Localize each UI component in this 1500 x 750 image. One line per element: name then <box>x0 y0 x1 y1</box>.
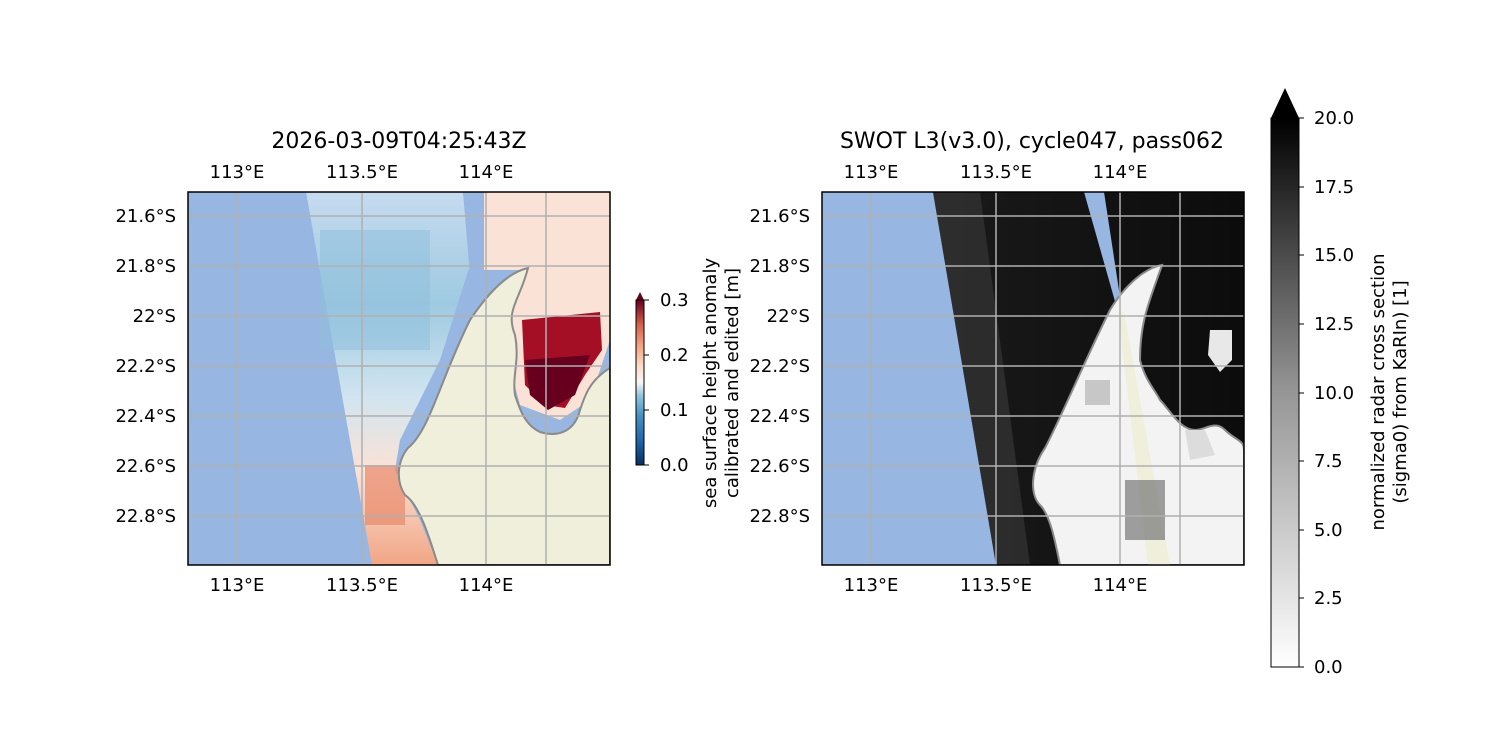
right-lat-tick: 21.8°S <box>749 256 810 277</box>
left-lon-tick-top: 114°E <box>459 162 514 183</box>
left-gridlines <box>188 192 610 565</box>
right-colorbar-tick-label: 5.0 <box>1314 520 1343 541</box>
left-lat-tick: 21.6°S <box>115 206 176 227</box>
left-lon-tick-top: 113.5°E <box>326 162 398 183</box>
right-lon-tick-bottom: 113°E <box>844 575 899 596</box>
right-lon-tick-top: 113°E <box>844 162 899 183</box>
right-colorbar-tick-label: 0.0 <box>1314 657 1343 678</box>
left-swath-gap <box>463 192 484 275</box>
right-colorbar-extend-arrow <box>1271 88 1299 118</box>
left-lon-tick-bottom: 114°E <box>459 575 514 596</box>
right-lon-tick-top: 113.5°E <box>960 162 1032 183</box>
right-swath-gap <box>1084 192 1122 312</box>
left-lat-tick: 22.6°S <box>115 456 176 477</box>
right-lat-tick: 22°S <box>767 306 810 327</box>
right-panel-title: SWOT L3(v3.0), cycle047, pass062 <box>840 129 1224 154</box>
left-colorbar-label-line1: sea surface height anomaly <box>700 258 721 509</box>
left-lat-tick: 21.8°S <box>115 256 176 277</box>
left-colorbar-tick-label: 0.2 <box>660 345 689 366</box>
left-lon-tick-bottom: 113°E <box>210 575 265 596</box>
right-land-dark-patch <box>1125 480 1165 540</box>
right-land-dark-patch <box>1085 380 1110 405</box>
left-lon-tick-top: 113°E <box>210 162 265 183</box>
left-colorbar-ticks <box>644 299 649 466</box>
right-colorbar-tick-label: 20.0 <box>1314 108 1354 129</box>
right-colorbar-label-line1: normalized radar cross section <box>1368 254 1389 531</box>
right-lat-tick: 22.2°S <box>749 356 810 377</box>
left-map-frame <box>187 191 611 566</box>
right-colorbar-tick-label: 10.0 <box>1314 383 1354 404</box>
left-colorbar-tick-label: 0.1 <box>660 400 689 421</box>
right-sigma-swath-lighter <box>933 192 1030 565</box>
left-lat-tick: 22.2°S <box>115 356 176 377</box>
left-map: 2026-03-09T04:25:43Z <box>115 129 611 596</box>
right-colorbar: 0.0 2.5 5.0 7.5 10.0 12.5 15.0 17.5 20.0… <box>1270 88 1411 678</box>
right-colorbar-tick-label: 12.5 <box>1314 314 1354 335</box>
left-ssh-blue-patch <box>320 230 430 350</box>
left-colorbar-extend-arrow <box>636 292 644 300</box>
right-lon-tick-top: 114°E <box>1093 162 1148 183</box>
left-lat-tick: 22°S <box>133 306 176 327</box>
left-colorbar-tick-label: 0.3 <box>660 290 689 311</box>
right-lat-tick: 21.6°S <box>749 206 810 227</box>
left-ssh-dark-spot <box>525 355 590 410</box>
left-lat-tick: 22.4°S <box>115 406 176 427</box>
right-lat-tick: 22.4°S <box>749 406 810 427</box>
right-lon-tick-bottom: 113.5°E <box>960 575 1032 596</box>
right-map: SWOT L3(v3.0), cycle047, pass062 <box>749 129 1245 596</box>
right-colorbar-tick-label: 2.5 <box>1314 588 1343 609</box>
right-lat-tick: 22.6°S <box>749 456 810 477</box>
right-bright-spot-2 <box>1185 430 1215 460</box>
right-lat-tick: 22.8°S <box>749 506 810 527</box>
left-colorbar: 0.0 0.1 0.2 0.3 sea surface height anoma… <box>635 258 743 509</box>
left-panel-title: 2026-03-09T04:25:43Z <box>271 129 526 154</box>
left-lat-tick: 22.8°S <box>115 506 176 527</box>
right-map-frame <box>821 191 1245 566</box>
left-colorbar-body <box>635 299 645 466</box>
left-colorbar-tick-label: 0.0 <box>660 455 689 476</box>
right-bright-spot <box>1208 330 1232 372</box>
right-colorbar-ticks <box>1299 117 1304 668</box>
right-lon-tick-bottom: 114°E <box>1093 575 1148 596</box>
right-gridlines <box>822 192 1244 565</box>
right-colorbar-body <box>1270 117 1300 668</box>
right-colorbar-tick-label: 7.5 <box>1314 451 1343 472</box>
right-colorbar-tick-label: 15.0 <box>1314 245 1354 266</box>
left-lon-tick-bottom: 113.5°E <box>326 575 398 596</box>
right-colorbar-label-line2: (sigma0) from KaRIn) [1] <box>1390 280 1411 503</box>
right-colorbar-tick-label: 17.5 <box>1314 177 1354 198</box>
left-colorbar-label-line2: calibrated and edited [m] <box>722 268 743 498</box>
